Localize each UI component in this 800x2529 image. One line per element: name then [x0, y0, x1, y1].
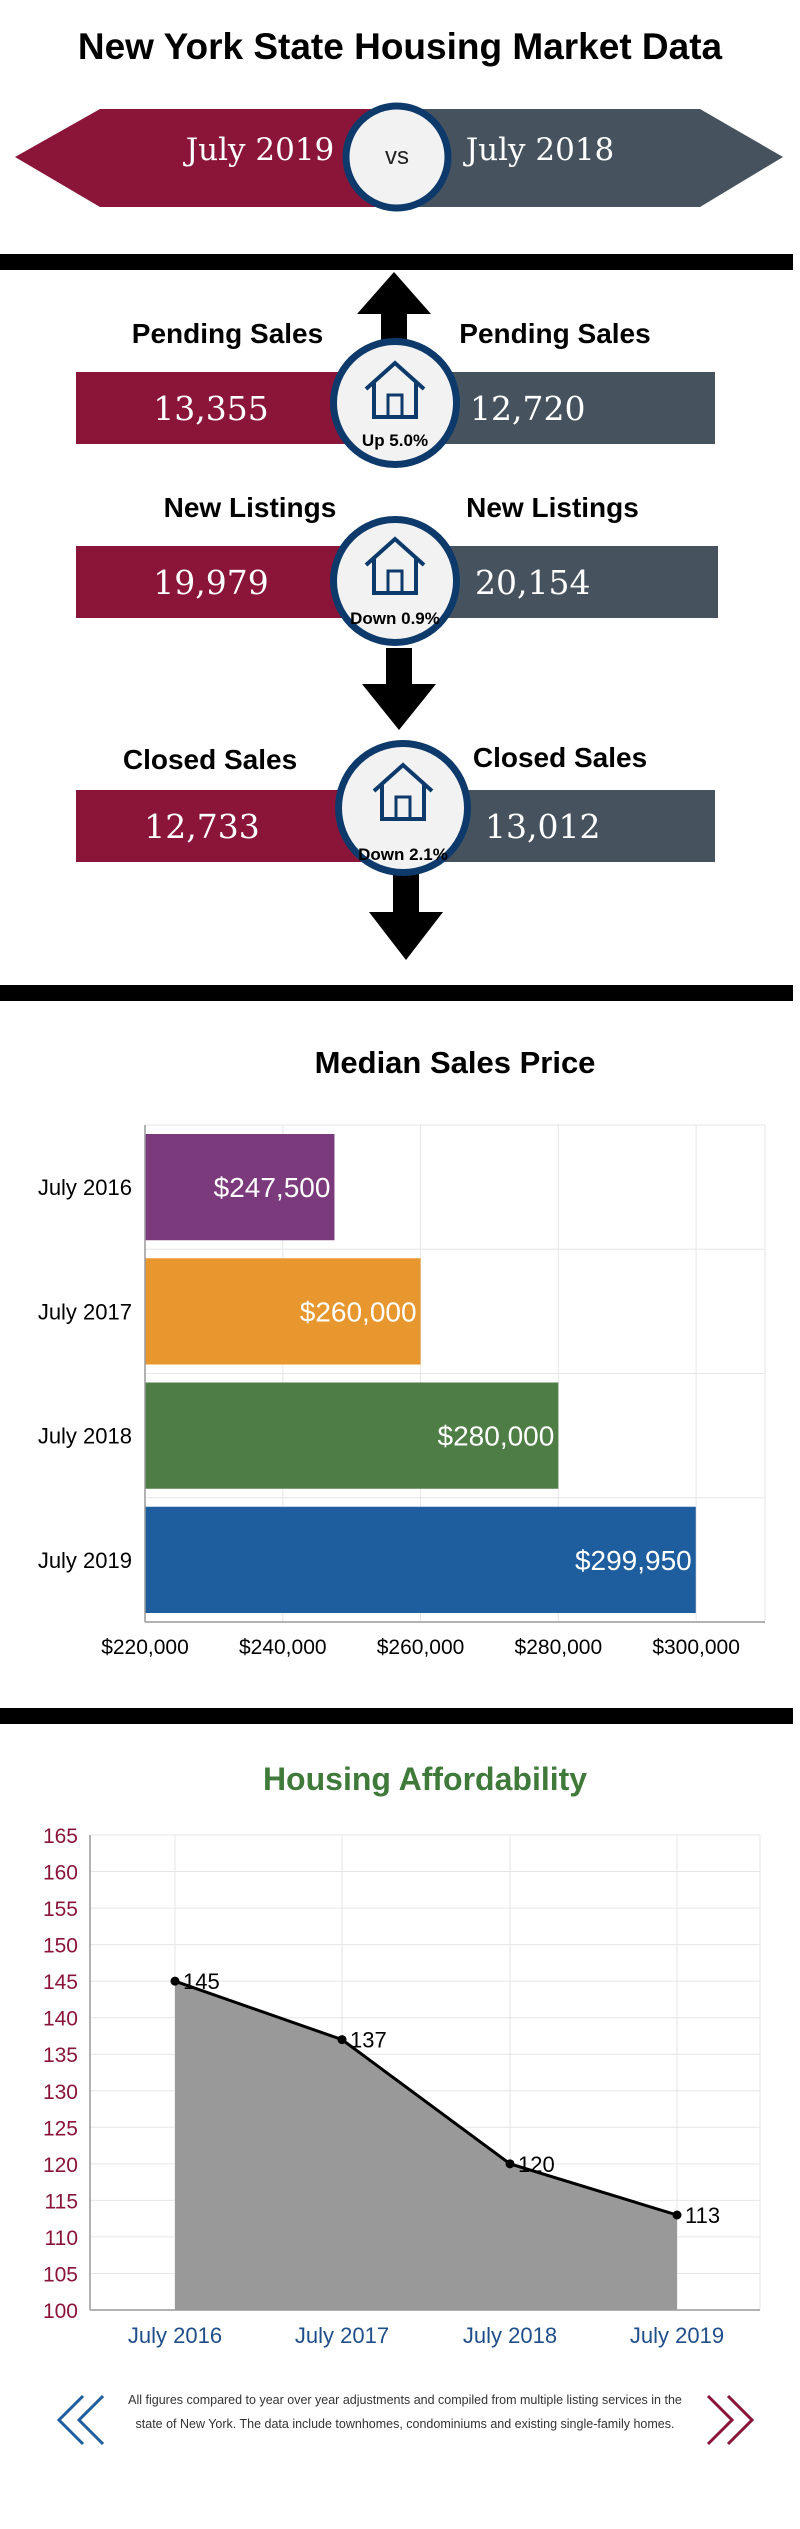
chart-bars: $247,500 $260,000 $280,000 $299,950	[145, 1134, 696, 1613]
data-label: 145	[183, 1969, 220, 1994]
y-tick-label: 140	[43, 2008, 78, 2031]
x-tick-label: $260,000	[377, 1636, 465, 1659]
y-tick-label: 160	[43, 1862, 78, 1885]
area-fill	[175, 1981, 677, 2310]
closed-sales-current-label: Closed Sales	[122, 744, 298, 775]
new-listings-change-badge: Down 0.9%	[330, 516, 460, 646]
bar-value-label: $260,000	[300, 1296, 417, 1327]
y-tick-label: 150	[43, 1935, 78, 1958]
y-tick-label: 130	[43, 2081, 78, 2104]
data-label: 120	[518, 2152, 555, 2177]
footnote: All figures compared to year over year a…	[110, 2388, 700, 2436]
footnote-line-2: state of New York. The data include town…	[135, 2417, 675, 2431]
house-icon	[364, 536, 426, 595]
y-tick-label: 125	[43, 2117, 78, 2140]
y-tick-label: 110	[45, 2227, 78, 2250]
vs-circle	[342, 102, 452, 212]
chart-title: Median Sales Price	[315, 1045, 596, 1080]
section-divider	[0, 1708, 793, 1724]
double-chevron-left-icon[interactable]	[55, 2392, 115, 2452]
y-tick-label: 120	[43, 2154, 78, 2177]
house-icon	[372, 762, 434, 821]
y-tick-label: 135	[43, 2044, 78, 2067]
chart-area: 145 137 120 113	[170, 1969, 720, 2310]
banner-left-shape	[15, 109, 400, 207]
y-tick-label: 165	[43, 1825, 78, 1848]
compare-previous-label: July 2018	[465, 132, 615, 168]
up-arrow-icon	[357, 272, 431, 340]
down-arrow-icon	[362, 648, 436, 730]
closed-sales-change-badge: Down 2.1%	[335, 740, 471, 876]
y-tick-label: July 2016	[38, 1175, 132, 1200]
x-tick-label: $220,000	[101, 1636, 189, 1659]
y-tick-label: July 2019	[38, 1548, 132, 1573]
data-point	[672, 2210, 682, 2220]
new-listings-change: Down 0.9%	[350, 609, 440, 628]
y-tick-label: 115	[45, 2190, 78, 2213]
y-tick-label: 105	[43, 2263, 78, 2286]
bar-value-label: $299,950	[575, 1545, 692, 1576]
data-label: 113	[685, 2203, 720, 2228]
compare-current-label: July 2019	[185, 132, 335, 168]
data-point	[170, 1976, 180, 1986]
bar	[145, 1382, 559, 1489]
comparison-banner	[15, 102, 783, 212]
chart-axes: 165 160 155 150 145 140 135 130 125 120 115 110 105 1…	[43, 1825, 760, 2348]
y-tick-label: July 2018	[38, 1424, 132, 1449]
bar	[145, 1134, 335, 1241]
median-sales-price-chart: Median Sales Price $247,500 $260,000 $280,…	[38, 1045, 766, 1659]
x-tick-label: July 2019	[630, 2323, 724, 2348]
data-point	[337, 2035, 347, 2045]
closed-sales-change: Down 2.1%	[358, 845, 448, 864]
closed-sales-previous-label: Closed Sales	[472, 742, 648, 773]
new-listings-current-label: New Listings	[163, 492, 337, 523]
house-icon	[364, 360, 426, 419]
data-point	[505, 2159, 515, 2169]
x-tick-label: July 2016	[128, 2323, 222, 2348]
y-tick-label: 145	[43, 1971, 78, 1994]
y-tick-label: 155	[43, 1898, 78, 1921]
x-tick-label: July 2017	[295, 2323, 389, 2348]
pending-sales-change-badge: Up 5.0%	[330, 338, 460, 468]
y-tick-label: July 2017	[38, 1299, 132, 1324]
chart-title: Housing Affordability	[263, 1761, 587, 1797]
chart-axes: $220,000 $240,000 $260,000 $280,000 $300,000…	[38, 1125, 765, 1659]
bar-value-label: $280,000	[438, 1421, 555, 1452]
bar	[145, 1258, 421, 1365]
section-divider	[0, 254, 793, 270]
series-line	[174, 1979, 678, 2217]
page-title: New York State Housing Market Data	[77, 26, 723, 67]
footnote-line-1: All figures compared to year over year a…	[128, 2393, 682, 2407]
new-listings-previous-label: New Listings	[466, 492, 639, 523]
x-tick-label: $280,000	[515, 1636, 603, 1659]
banner-right-shape	[400, 109, 783, 207]
y-tick-label: 100	[43, 2300, 78, 2323]
x-tick-label: July 2018	[463, 2323, 557, 2348]
down-arrow-icon	[369, 870, 443, 960]
double-chevron-right-icon[interactable]	[700, 2392, 760, 2452]
x-tick-label: $240,000	[239, 1636, 327, 1659]
x-tick-label: $300,000	[652, 1636, 740, 1659]
pending-sales-previous-label: Pending Sales	[459, 318, 651, 349]
data-label: 137	[350, 2028, 387, 2053]
section-divider	[0, 985, 793, 1001]
pending-sales-current-label: Pending Sales	[131, 318, 324, 349]
bar	[145, 1506, 696, 1613]
pending-sales-change: Up 5.0%	[361, 431, 429, 450]
bar-value-label: $247,500	[214, 1172, 331, 1203]
vs-label: vs	[385, 143, 409, 170]
